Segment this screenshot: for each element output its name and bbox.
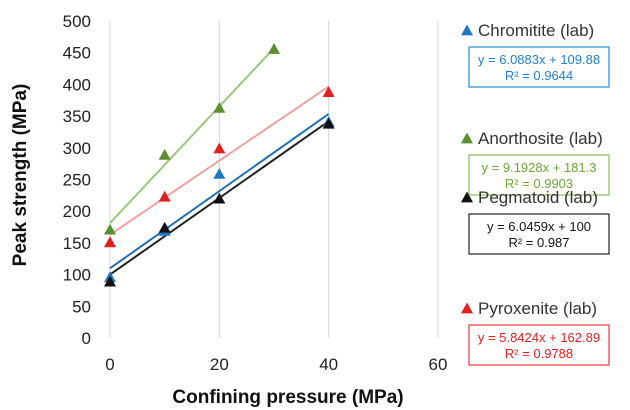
equation-box	[468, 213, 610, 255]
legend-marker	[461, 132, 473, 144]
equation-box	[468, 154, 610, 196]
data-point-series-1	[213, 102, 226, 113]
legend-label: Chromitite (lab)	[478, 21, 594, 40]
legend-label: Pyroxenite (lab)	[478, 299, 597, 318]
data-point-series-0	[213, 167, 226, 179]
r-squared-label: R² = 0.9788	[505, 346, 573, 361]
data-point-series-2	[213, 192, 226, 204]
x-tick-label: 40	[319, 355, 338, 374]
y-axis-ticks: 0 50 100 150 200 250 300 350 400 450 500	[63, 12, 91, 348]
equation-box	[468, 324, 610, 366]
y-tick-label: 0	[82, 329, 91, 348]
data-point-series-3	[322, 86, 335, 97]
y-tick-label: 300	[63, 139, 91, 158]
y-tick-label: 100	[63, 266, 91, 285]
legend-marker	[461, 24, 473, 36]
data-point-series-1	[158, 148, 171, 160]
data-point-series-3	[213, 142, 226, 154]
legend-label: Anorthosite (lab)	[478, 129, 603, 148]
legend-marker	[461, 191, 473, 203]
trendline-series-3	[109, 85, 330, 236]
legend-label: Pegmatoid (lab)	[478, 188, 598, 207]
r-squared-label: R² = 0.9903	[505, 176, 573, 191]
legend-marker	[461, 302, 473, 314]
data-point-series-3	[158, 190, 171, 202]
y-tick-label: 150	[63, 234, 91, 253]
data-point-series-3	[104, 236, 116, 248]
y-tick-label: 50	[72, 297, 91, 316]
data-point-series-1	[104, 223, 116, 235]
y-tick-label: 250	[63, 171, 91, 190]
trendline-equation: y = 6.0459x + 100	[487, 219, 591, 234]
y-tick-label: 350	[63, 107, 91, 126]
y-axis-title: Peak strength (MPa)	[10, 84, 31, 267]
data-point-series-1	[268, 43, 280, 54]
grid	[109, 21, 439, 338]
y-tick-label: 200	[63, 202, 91, 221]
y-tick-label: 500	[63, 12, 91, 31]
x-tick-label: 0	[105, 355, 114, 374]
data-point-series-2	[104, 275, 116, 287]
trendline-equation: y = 6.0883x + 109.88	[478, 52, 600, 67]
trendline-equation: y = 5.8424x + 162.89	[478, 330, 600, 345]
data-point-series-2	[158, 221, 171, 233]
r-squared-label: R² = 0.987	[508, 235, 569, 250]
x-tick-label: 60	[429, 355, 448, 374]
trendline-equation: y = 9.1928x + 181.3	[482, 160, 597, 175]
equation-box	[468, 46, 610, 88]
data-point-series-2	[322, 117, 335, 129]
y-tick-label: 400	[63, 75, 91, 94]
x-axis-ticks: 0 20 40 60	[105, 355, 447, 374]
trendline-series-0	[109, 113, 330, 270]
y-tick-label: 450	[63, 44, 91, 63]
r-squared-label: R² = 0.9644	[505, 68, 573, 83]
x-axis-title: Confining pressure (MPa)	[172, 387, 403, 408]
trendline-series-1	[109, 47, 275, 224]
legend-entry-1: Anorthosite (lab) y = 9.1928x + 181.3R² =…	[461, 129, 610, 196]
data-points	[104, 43, 335, 287]
x-tick-label: 20	[210, 355, 229, 374]
